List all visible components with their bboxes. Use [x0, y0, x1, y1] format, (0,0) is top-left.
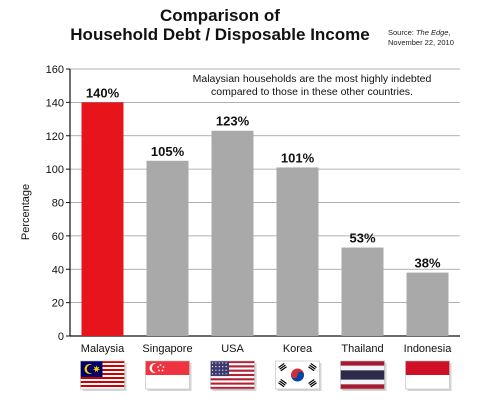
data-label: 53%: [349, 231, 375, 246]
y-tick-label: 100: [46, 164, 64, 176]
y-tick-label: 40: [52, 264, 64, 276]
x-tick-label: USA: [221, 343, 244, 355]
data-label: 123%: [216, 114, 250, 129]
bar: [146, 160, 189, 336]
x-tick-label: Indonesia: [404, 343, 453, 355]
bar: [406, 272, 449, 336]
source-comma: ,: [448, 28, 451, 37]
bar: [211, 130, 254, 336]
source-date: November 22, 2010: [388, 38, 454, 47]
source-note: Source: The Edge, November 22, 2010: [388, 28, 498, 48]
chart-title-line-1: Comparison of: [160, 6, 280, 25]
usa-flag-icon: [210, 360, 257, 391]
source-publication: The Edge: [415, 28, 449, 37]
x-tick-label: Malaysia: [81, 343, 125, 355]
bar: [276, 167, 319, 336]
y-tick-label: 160: [46, 64, 64, 76]
bar: [81, 102, 124, 336]
chart-title: Comparison of Household Debt / Disposabl…: [40, 6, 400, 44]
x-tick-label: Korea: [283, 343, 313, 355]
source-prefix: Source:: [388, 28, 416, 37]
indonesia-flag-icon: [405, 360, 452, 391]
bar: [341, 247, 384, 336]
y-tick-label: 0: [58, 331, 64, 343]
data-label: 38%: [414, 256, 440, 271]
x-tick-label: Singapore: [142, 343, 192, 355]
data-label: 140%: [86, 85, 120, 100]
y-tick-label: 120: [46, 131, 64, 143]
y-tick-label: 140: [46, 97, 64, 109]
chart-title-line-2: Household Debt / Disposable Income: [70, 25, 370, 44]
y-tick-label: 80: [52, 198, 64, 210]
thailand-flag-icon: [340, 360, 387, 391]
y-tick-label: 20: [52, 298, 64, 310]
data-label: 105%: [151, 144, 185, 159]
singapore-flag-icon: [145, 360, 192, 391]
data-label: 101%: [281, 150, 315, 165]
y-tick-label: 60: [52, 231, 64, 243]
annotation-line: Malaysian households are the most highly…: [193, 73, 432, 85]
malaysia-flag-icon: [80, 360, 127, 391]
x-tick-label: Thailand: [341, 343, 383, 355]
korea-flag-icon: [275, 360, 322, 391]
annotation-line: compared to those in these other countri…: [211, 86, 413, 98]
